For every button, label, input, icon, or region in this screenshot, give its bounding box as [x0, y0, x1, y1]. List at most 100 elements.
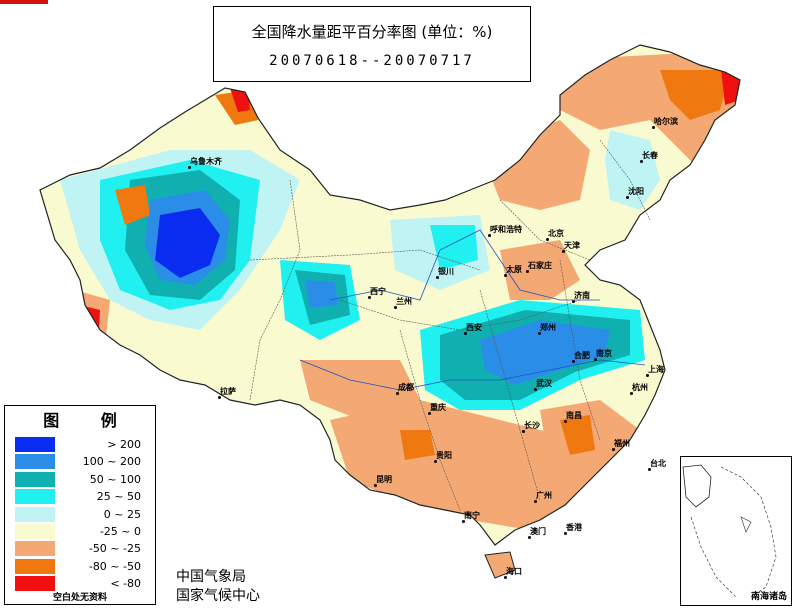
city-label: 昆明: [376, 475, 392, 484]
legend-item: -80 ~ -50: [11, 558, 151, 575]
city-marker: [648, 468, 651, 471]
city-marker: [630, 392, 633, 395]
legend-swatch: [15, 558, 55, 574]
inset-label: 南海诸岛: [750, 592, 787, 602]
city-label: 济南: [574, 291, 590, 300]
city-marker: [526, 270, 529, 273]
legend-range-label: 50 ~ 100: [89, 472, 141, 486]
city-label: 广州: [536, 491, 552, 500]
agency-line-1: 中国气象局: [176, 569, 246, 585]
corner-mark: [0, 0, 48, 4]
city-label: 呼和浩特: [490, 225, 522, 234]
city-label: 长沙: [524, 421, 540, 430]
legend-range-label: -25 ~ 0: [99, 525, 141, 538]
city-label: 西安: [466, 323, 482, 332]
legend-item: -25 ~ 0: [11, 523, 151, 540]
legend-swatch: [15, 489, 55, 505]
map-title: 全国降水量距平百分率图 (单位：%): [251, 23, 493, 41]
city-marker: [462, 520, 465, 523]
city-marker: [534, 388, 537, 391]
city-label: 海口: [506, 567, 522, 576]
city-label: 拉萨: [220, 387, 236, 396]
legend-range-label: -50 ~ -25: [88, 542, 141, 556]
inset-map: [682, 464, 777, 598]
city-marker: [652, 126, 655, 129]
city-marker: [464, 332, 467, 335]
city-marker: [434, 460, 437, 463]
city-marker: [646, 374, 649, 377]
city-marker: [564, 420, 567, 423]
city-marker: [538, 332, 541, 335]
legend-title: 图 例: [43, 411, 135, 430]
city-label: 澳门: [530, 527, 546, 536]
city-label: 沈阳: [628, 187, 644, 196]
city-label: 银川: [438, 267, 454, 276]
legend-swatch: [15, 471, 55, 487]
city-label: 郑州: [540, 323, 556, 332]
legend-range-label: -80 ~ -50: [88, 559, 141, 573]
city-label: 天津: [564, 241, 580, 250]
city-marker: [504, 576, 507, 579]
city-label: 南京: [596, 349, 612, 358]
legend-swatch: [15, 437, 55, 452]
legend-swatch: [15, 454, 55, 470]
city-label: 兰州: [396, 297, 412, 306]
legend-item: 50 ~ 100: [11, 471, 151, 488]
city-label: 成都: [398, 383, 414, 392]
city-marker: [594, 358, 597, 361]
legend-swatch: [15, 506, 55, 522]
legend-swatch: [15, 524, 55, 539]
city-marker: [488, 234, 491, 237]
city-label: 台北: [650, 459, 666, 468]
agency-line-2: 国家气候中心: [176, 588, 260, 604]
city-label: 西宁: [370, 287, 386, 296]
city-label: 香港: [566, 523, 582, 532]
legend-note: 空白处无资料: [52, 593, 107, 603]
legend-swatch: [15, 576, 55, 592]
legend-item: -50 ~ -25: [11, 540, 151, 557]
city-marker: [522, 430, 525, 433]
city-marker: [436, 276, 439, 279]
city-marker: [396, 392, 399, 395]
legend-range-label: 100 ~ 200: [82, 455, 141, 469]
city-marker: [428, 412, 431, 415]
city-marker: [572, 300, 575, 303]
city-marker: [564, 532, 567, 535]
city-label: 乌鲁木齐: [190, 157, 222, 166]
legend-item: < -80: [11, 575, 151, 592]
city-label: 合肥: [574, 351, 590, 360]
city-marker: [374, 484, 377, 487]
city-label: 上海: [648, 365, 664, 374]
legend-item: 25 ~ 50: [11, 488, 151, 505]
legend-range-label: 25 ~ 50: [96, 490, 141, 504]
city-marker: [528, 536, 531, 539]
title-box: 全国降水量距平百分率图 (单位：%) 20070618--20070717: [213, 6, 531, 82]
city-label: 石家庄: [528, 261, 552, 270]
city-marker: [534, 500, 537, 503]
city-marker: [572, 360, 575, 363]
city-label: 武汉: [536, 379, 552, 388]
city-marker: [562, 250, 565, 253]
legend-item: 0 ~ 25: [11, 506, 151, 523]
city-marker: [504, 274, 507, 277]
city-label: 北京: [548, 229, 564, 238]
legend-item: 100 ~ 200: [11, 453, 151, 470]
city-label: 太原: [506, 265, 522, 274]
city-marker: [188, 166, 191, 169]
city-marker: [640, 160, 643, 163]
city-marker: [612, 448, 615, 451]
legend-range-label: < -80: [110, 577, 141, 591]
city-label: 南宁: [464, 511, 480, 520]
city-label: 杭州: [632, 383, 648, 392]
city-label: 长春: [642, 151, 658, 160]
city-marker: [626, 196, 629, 199]
city-label: 福州: [614, 439, 630, 448]
city-marker: [368, 296, 371, 299]
city-marker: [218, 396, 221, 399]
city-marker: [394, 306, 397, 309]
legend-swatch: [15, 541, 55, 557]
city-marker: [546, 238, 549, 241]
city-label: 哈尔滨: [654, 117, 678, 126]
